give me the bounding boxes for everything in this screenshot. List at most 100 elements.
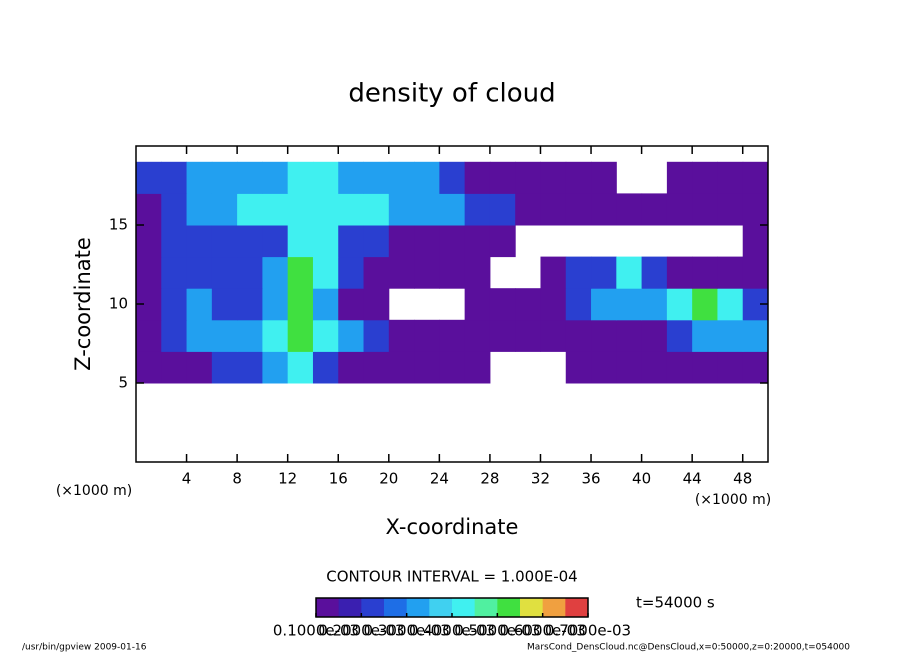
cell xyxy=(186,319,213,352)
y-unit: (×1000 m) xyxy=(56,483,132,499)
x-tick-label: 12 xyxy=(278,470,297,488)
colorbar-label: 0.2000e-03 xyxy=(318,622,404,640)
cell xyxy=(136,193,162,226)
cell xyxy=(591,319,617,352)
cell xyxy=(540,319,567,352)
x-unit: (×1000 m) xyxy=(695,492,771,508)
colorbar-swatch xyxy=(452,598,476,617)
cell xyxy=(666,319,693,352)
cell xyxy=(717,319,744,352)
cell xyxy=(363,288,390,321)
cell xyxy=(262,351,289,384)
colorbar-swatch xyxy=(542,598,566,617)
cell xyxy=(161,225,188,258)
cell xyxy=(464,193,491,226)
cell xyxy=(666,256,693,289)
cell xyxy=(312,319,339,352)
cell xyxy=(616,288,643,321)
cell xyxy=(641,193,668,226)
cell xyxy=(312,256,339,289)
cell xyxy=(464,161,491,194)
cell xyxy=(692,193,718,226)
cell xyxy=(338,256,365,289)
cell xyxy=(515,319,541,352)
x-tick-label: 28 xyxy=(480,470,499,488)
cell xyxy=(540,193,567,226)
cell xyxy=(338,319,365,352)
cell xyxy=(692,351,718,384)
y-axis-label: Z-coordinate xyxy=(71,237,95,371)
cell xyxy=(312,225,339,258)
footer-right: MarsCond_DensCloud.nc@DensCloud,x=0:5000… xyxy=(527,643,850,653)
cell xyxy=(414,193,440,226)
cell xyxy=(591,161,617,194)
cell xyxy=(742,256,769,289)
cell xyxy=(237,193,263,226)
contour-note: CONTOUR INTERVAL = 1.000E-04 xyxy=(326,568,577,586)
cell xyxy=(439,319,466,352)
cell xyxy=(338,288,365,321)
cell xyxy=(742,225,769,258)
colorbar-label: 0.1000e-03 xyxy=(273,622,359,640)
y-tick-label: 15 xyxy=(109,216,128,234)
cell xyxy=(742,193,769,226)
cell xyxy=(666,193,693,226)
cell xyxy=(363,319,390,352)
cell xyxy=(641,351,668,384)
cell xyxy=(161,161,188,194)
cell xyxy=(262,193,289,226)
cell xyxy=(515,193,541,226)
cell xyxy=(312,161,339,194)
cell xyxy=(363,225,390,258)
cell xyxy=(565,351,592,384)
cell xyxy=(237,161,263,194)
cell xyxy=(186,193,213,226)
cell xyxy=(363,193,390,226)
cell xyxy=(287,161,314,194)
cell xyxy=(136,256,162,289)
cell xyxy=(439,351,466,384)
cell xyxy=(489,225,516,258)
cell xyxy=(186,161,213,194)
colorbar-swatch xyxy=(565,598,589,617)
colorbar-swatch xyxy=(384,598,408,617)
cell xyxy=(287,319,314,352)
colorbar-label: 0.6000e-03 xyxy=(500,622,586,640)
colorbar-label: 0.3000e-03 xyxy=(364,622,450,640)
cell xyxy=(186,256,213,289)
cell xyxy=(439,256,466,289)
cell xyxy=(641,288,668,321)
cell xyxy=(742,351,769,384)
cell xyxy=(211,319,238,352)
colorbar-swatch xyxy=(497,598,521,617)
y-tick-label: 5 xyxy=(118,374,128,392)
colorbar-swatch xyxy=(338,598,362,617)
cell xyxy=(616,256,643,289)
cell xyxy=(616,319,643,352)
cell xyxy=(237,225,263,258)
x-axis-label: X-coordinate xyxy=(386,515,519,539)
cell xyxy=(414,225,440,258)
colorbar-label: 0.7000e-03 xyxy=(545,622,631,640)
chart-title: density of cloud xyxy=(348,79,555,109)
cell xyxy=(161,319,188,352)
cell xyxy=(338,225,365,258)
cell xyxy=(312,193,339,226)
cell xyxy=(211,256,238,289)
cell xyxy=(262,319,289,352)
cell xyxy=(666,351,693,384)
x-tick-label: 24 xyxy=(430,470,449,488)
colorbar-swatch xyxy=(474,598,498,617)
cell xyxy=(262,225,289,258)
cell xyxy=(338,351,365,384)
cell xyxy=(211,225,238,258)
cell xyxy=(439,225,466,258)
cell xyxy=(565,161,592,194)
x-tick-label: 32 xyxy=(531,470,550,488)
cell xyxy=(211,288,238,321)
cell xyxy=(388,351,415,384)
x-tick-label: 44 xyxy=(683,470,702,488)
cell xyxy=(666,161,693,194)
cell xyxy=(388,161,415,194)
